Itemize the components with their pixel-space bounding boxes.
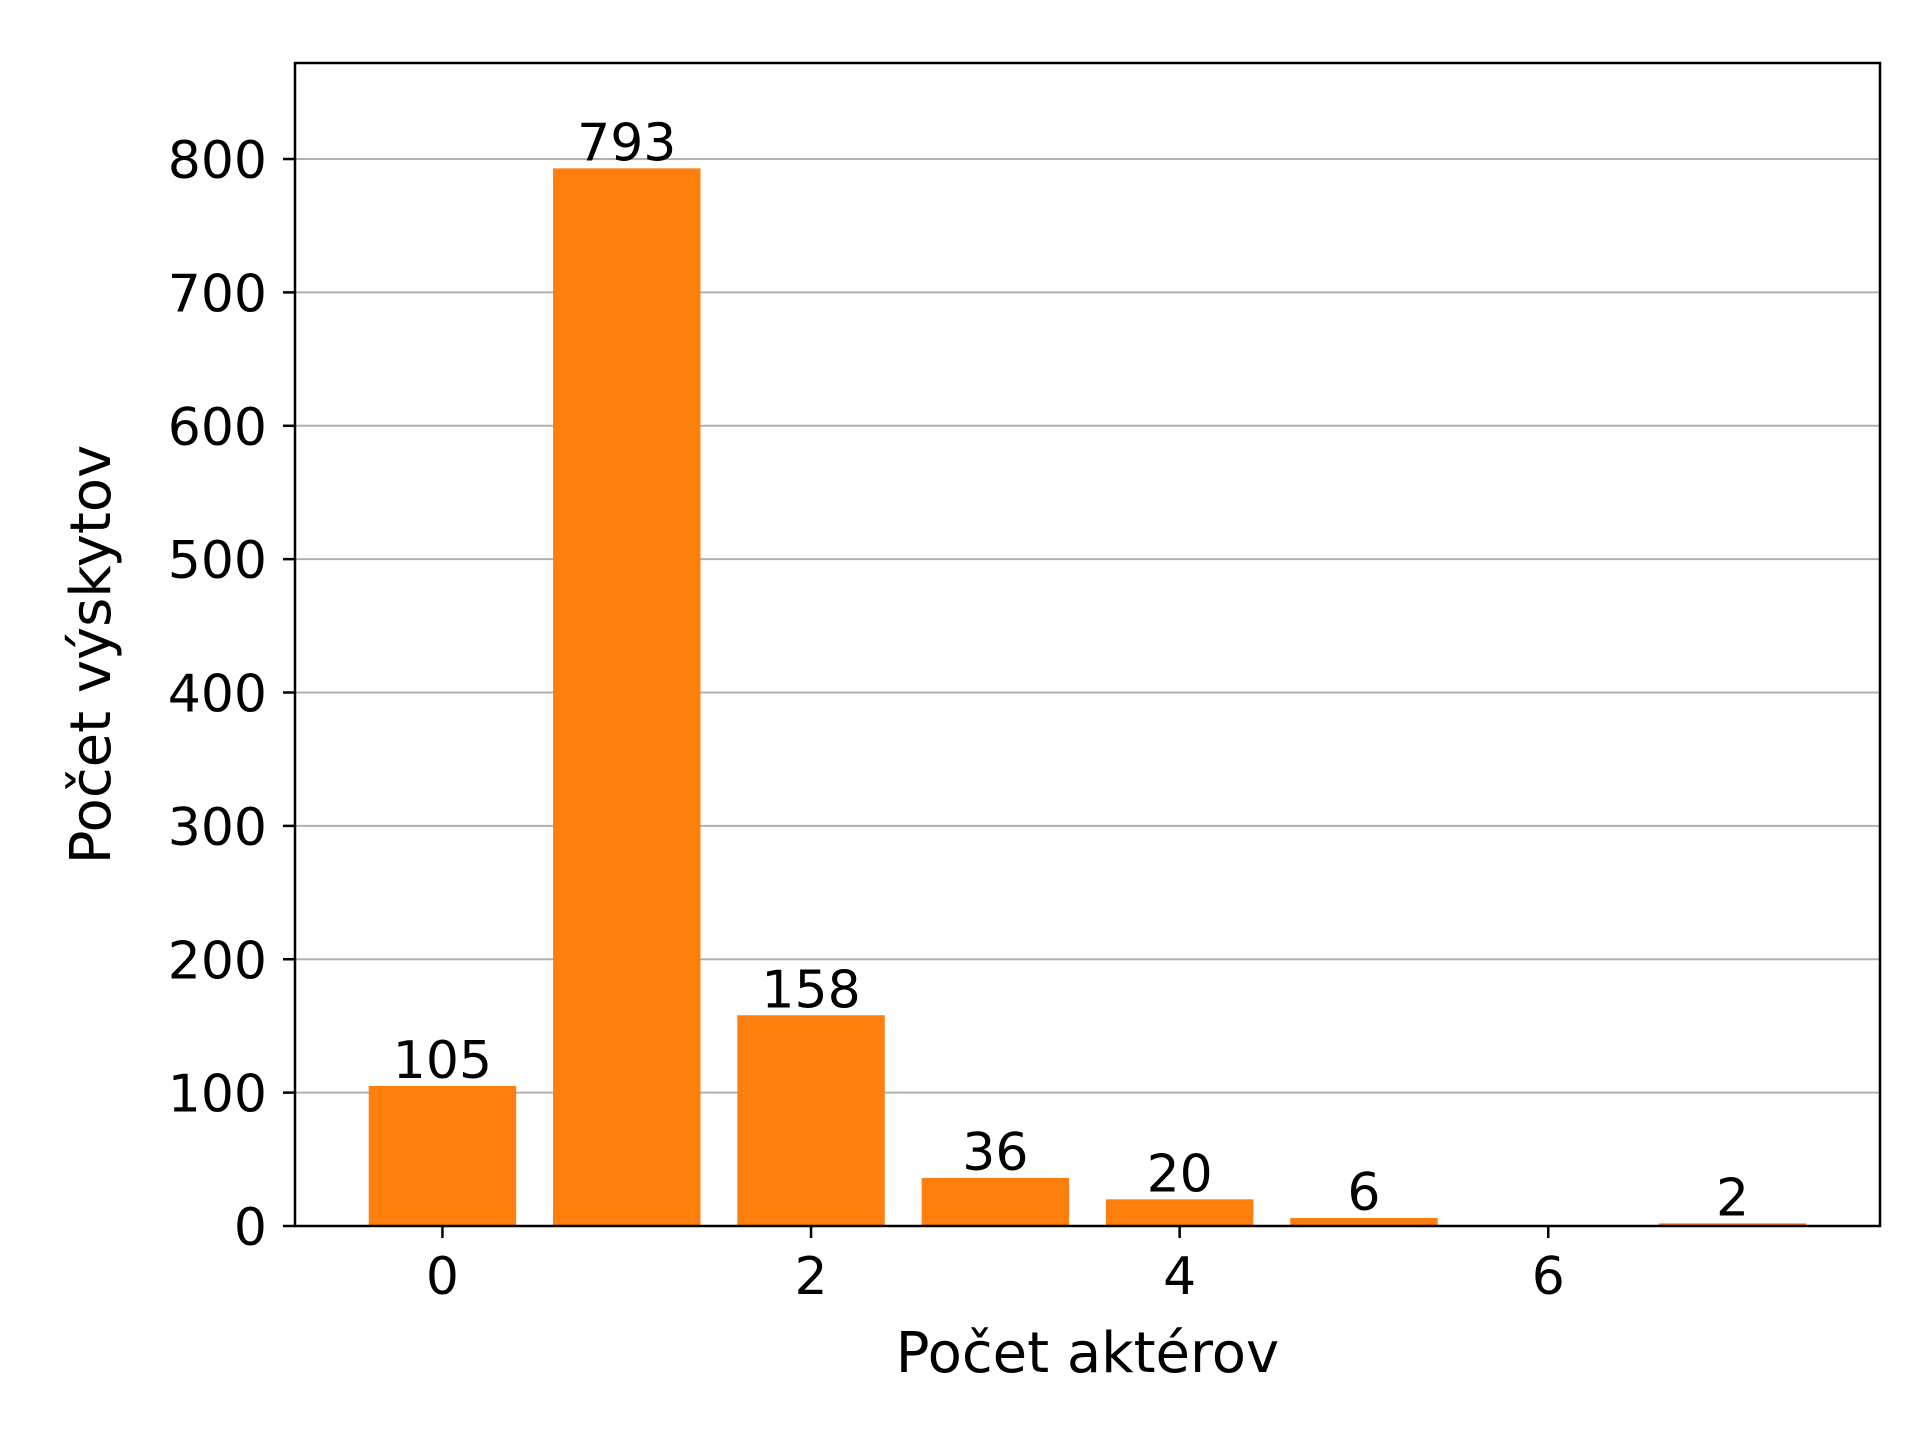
bar (1290, 1217, 1438, 1226)
bar (1105, 1199, 1254, 1226)
x-axis-ticks: 0 2 4 6 (426, 1226, 1565, 1307)
bar-value-label: 105 (393, 1031, 492, 1091)
bar (921, 1177, 1070, 1226)
bar (553, 168, 701, 1226)
bar-value-label: 36 (962, 1123, 1028, 1183)
bar (737, 1015, 885, 1226)
y-tick-label: 500 (168, 531, 267, 591)
bar-value-label: 793 (577, 113, 676, 173)
y-axis-ticks: 0 100 200 300 400 500 600 700 800 (168, 131, 295, 1258)
y-tick-label: 300 (168, 798, 267, 858)
x-tick-label: 2 (794, 1247, 827, 1307)
bars (368, 168, 1807, 1226)
bar-value-label: 6 (1347, 1163, 1380, 1223)
y-tick-label: 800 (168, 131, 267, 191)
y-tick-label: 0 (234, 1198, 267, 1258)
y-axis-label: Počet výskytov (59, 445, 124, 864)
x-tick-label: 0 (426, 1247, 459, 1307)
plot-frame (293, 61, 1882, 1228)
y-tick-label: 100 (168, 1065, 267, 1125)
bar-value-label: 20 (1147, 1144, 1213, 1204)
y-tick-label: 600 (168, 398, 267, 458)
bar (1658, 1223, 1807, 1226)
bar-value-label: 158 (761, 960, 860, 1020)
x-tick-label: 4 (1163, 1247, 1196, 1307)
x-axis-label: Počet aktérov (896, 1321, 1279, 1386)
y-tick-label: 200 (168, 931, 267, 991)
y-tick-label: 400 (168, 665, 267, 725)
x-tick-label: 6 (1532, 1247, 1565, 1307)
bar-value-labels: 105 793 158 36 20 6 2 (393, 113, 1749, 1228)
y-tick-label: 700 (168, 264, 267, 324)
bar (368, 1085, 517, 1226)
bar-value-label: 2 (1716, 1168, 1749, 1228)
